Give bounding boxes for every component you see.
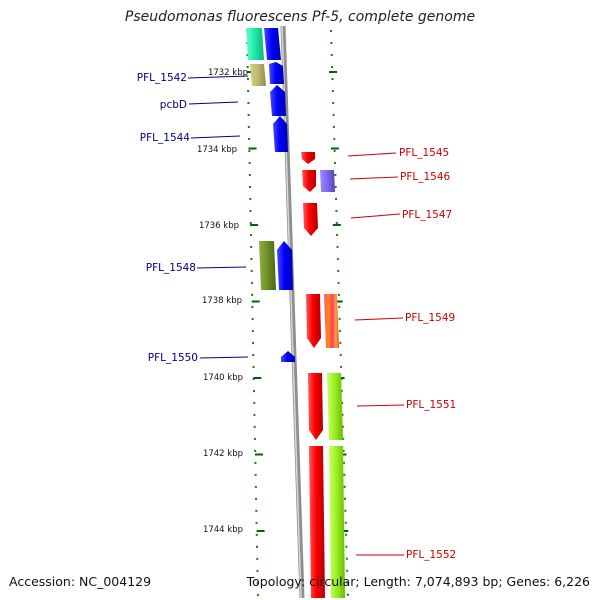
feature-lime-pfl1551 bbox=[327, 373, 343, 440]
scale-label: 1734 kbp bbox=[197, 145, 237, 155]
gene-arrow-pfl1550 bbox=[281, 351, 295, 362]
scale-label: 1742 kbp bbox=[203, 449, 243, 459]
map-title: Pseudomonas fluorescens Pf-5, complete g… bbox=[124, 9, 476, 25]
scale-label: 1744 kbp bbox=[203, 525, 243, 535]
gene-label-right: PFL_1547 bbox=[402, 209, 452, 221]
scale-label: 1738 kbp bbox=[202, 296, 242, 306]
feature-khaki-pfl1542 bbox=[250, 64, 266, 86]
genome-backbone bbox=[280, 25, 305, 599]
gene-arrow-pfl1547 bbox=[303, 203, 318, 236]
topology-label: Topology: circular; Length: 7,074,893 bp… bbox=[246, 574, 590, 589]
gene-label-left: PFL_1548 bbox=[146, 262, 196, 274]
scale-label: 1736 kbp bbox=[199, 221, 239, 231]
feature-purple-pfl1546 bbox=[320, 170, 335, 192]
gene-label-right: PFL_1546 bbox=[400, 171, 451, 183]
right-leader-lines bbox=[347, 152, 405, 556]
accession-label: Accession: NC_004129 bbox=[9, 574, 152, 589]
gene-arrow-pfl1552 bbox=[309, 446, 325, 598]
feature-multicolor-pfl1549 bbox=[324, 294, 339, 348]
feature-olive-pfl1548 bbox=[259, 241, 276, 290]
gene-arrow-pcbd bbox=[270, 85, 286, 116]
gene-arrow-pfl1551 bbox=[308, 373, 323, 440]
left-leader-lines bbox=[187, 75, 249, 359]
gene-label-left: PFL_1544 bbox=[140, 132, 191, 144]
outer-dotted-guide-left bbox=[246, 29, 259, 599]
gene-arrow-pfl1544 bbox=[273, 116, 288, 152]
gene-label-left: PFL_1542 bbox=[137, 72, 187, 84]
gene-arrow-pfl1545 bbox=[301, 152, 315, 164]
feature-teal-block bbox=[246, 28, 264, 60]
gene-label-left: pcbD bbox=[160, 99, 187, 111]
gene-label-left: PFL_1550 bbox=[148, 352, 198, 364]
left-gene-labels: PFL_1542 pcbD PFL_1544 PFL_1548 PFL_1550 bbox=[137, 72, 198, 364]
gene-label-right: PFL_1549 bbox=[405, 312, 455, 324]
scale-label: 1740 kbp bbox=[203, 373, 243, 383]
scale-label: 1732 kbp bbox=[208, 68, 248, 78]
feature-lime-pfl1552 bbox=[329, 446, 345, 598]
gene-label-right: PFL_1545 bbox=[399, 147, 449, 159]
gene-arrow-pfl1546 bbox=[302, 170, 316, 192]
scale-labels: 1732 kbp 1734 kbp 1736 kbp 1738 kbp 1740… bbox=[197, 68, 248, 535]
right-gene-labels: PFL_1545 PFL_1546 PFL_1547 PFL_1549 PFL_… bbox=[399, 147, 456, 561]
gene-label-right: PFL_1552 bbox=[406, 549, 456, 561]
gene-arrow-pfl1548 bbox=[277, 241, 293, 290]
feature-blue-top bbox=[264, 28, 281, 60]
gene-arrow-pfl1549 bbox=[306, 294, 321, 348]
gene-arrow-pfl1542 bbox=[269, 62, 284, 84]
gene-label-right: PFL_1551 bbox=[406, 399, 456, 411]
